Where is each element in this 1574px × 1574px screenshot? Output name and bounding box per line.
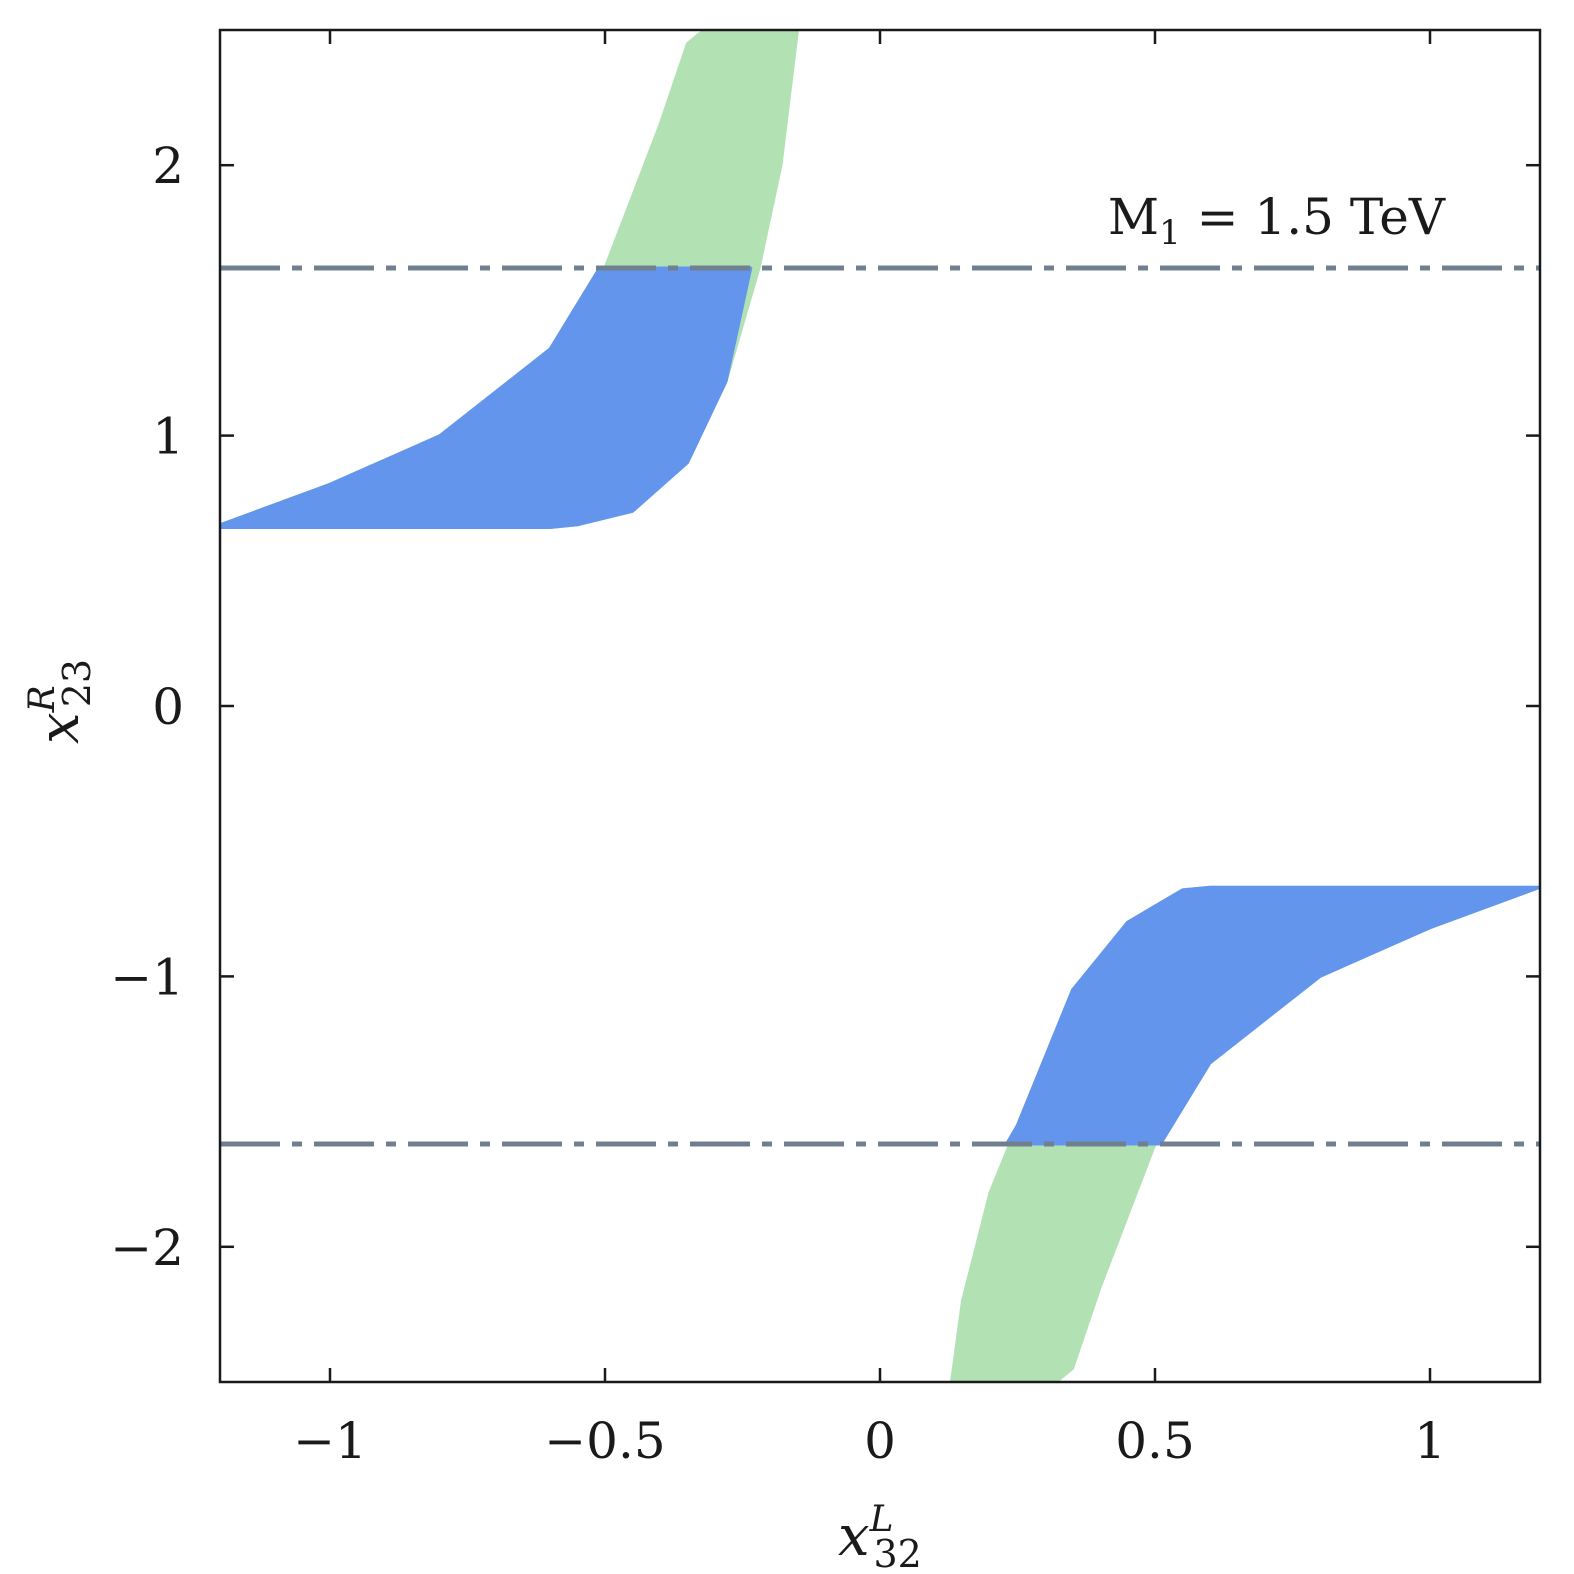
x-tick-label: −1 bbox=[293, 1412, 367, 1470]
y-tick-label: −1 bbox=[110, 948, 184, 1006]
blue-region-upper-left bbox=[220, 266, 753, 529]
y-tick-label: 2 bbox=[152, 137, 184, 195]
y-tick-label: −2 bbox=[110, 1219, 184, 1277]
axis-ticks bbox=[220, 30, 1540, 1382]
blue-region-lower-right bbox=[1005, 885, 1540, 1146]
x-tick-label: −0.5 bbox=[544, 1412, 665, 1470]
y-axis-label: xR23 bbox=[22, 659, 99, 744]
y-axis-label-group: xR23 bbox=[22, 659, 99, 744]
y-tick-label: 0 bbox=[152, 678, 184, 736]
data-regions bbox=[220, 30, 1540, 1382]
y-tick-label: 1 bbox=[152, 408, 184, 466]
x-tick-label: 0 bbox=[864, 1412, 896, 1470]
x-tick-label: 0.5 bbox=[1115, 1412, 1195, 1470]
mass-annotation: M1 = 1.5 TeV bbox=[1108, 188, 1446, 253]
x-tick-labels: −1 −0.5 0 0.5 1 bbox=[293, 1412, 1446, 1470]
x-axis-label: xL 32 bbox=[838, 1499, 922, 1574]
y-tick-labels: −2 −1 0 1 2 bbox=[110, 137, 184, 1277]
reference-lines bbox=[220, 265, 1540, 1147]
x-tick-label: 1 bbox=[1414, 1412, 1446, 1470]
